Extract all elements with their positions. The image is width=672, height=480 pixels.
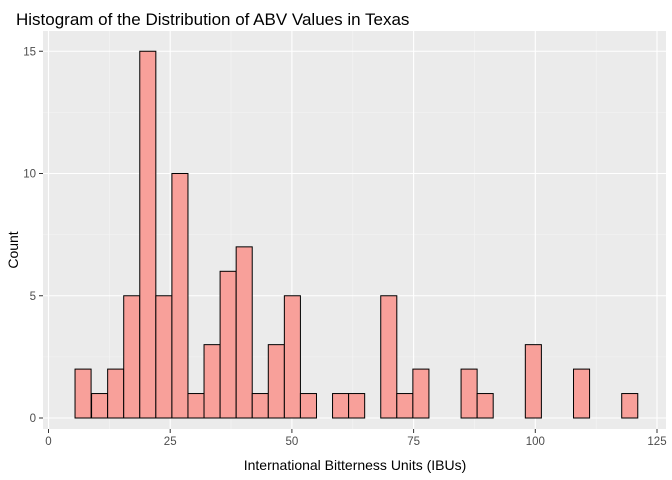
histogram-bar [91,393,109,419]
x-tick-label: 125 [647,436,666,448]
histogram-bar [251,393,269,419]
histogram-bar [621,393,639,419]
x-tick-label: 50 [286,436,299,448]
histogram-bar [74,368,92,419]
x-tick-label: 0 [45,436,51,448]
y-tick-label: 5 [30,291,36,303]
y-axis-title: Count [5,231,21,268]
x-axis: 0 25 50 75 100 125 [45,429,667,448]
x-tick-label: 25 [164,436,177,448]
y-tick-label: 10 [23,169,36,181]
histogram-bar [348,393,366,419]
histogram-bar [235,246,253,419]
histogram-bar [396,393,414,419]
histogram-bar [460,368,478,419]
x-tick-label: 75 [407,436,420,448]
x-tick-label: 100 [526,436,545,448]
histogram-bar [155,295,173,419]
y-tick-label: 15 [23,46,36,58]
histogram-bar [107,368,125,419]
histogram-bar [139,50,157,419]
histogram-bar [332,393,350,419]
histogram-bar [187,393,205,419]
x-axis-title: International Bitterness Units (IBUs) [244,457,467,473]
histogram-bar [123,295,141,419]
histogram-bar [283,295,301,419]
histogram-bar [476,393,494,419]
histogram-bar [171,173,189,419]
histogram-bar [219,270,237,419]
histogram-bar [524,344,542,419]
histogram-bar [412,368,430,419]
y-tick-label: 0 [30,413,36,425]
y-axis: 0 5 10 15 [23,46,43,425]
histogram-bar [299,393,317,419]
histogram-bar [573,368,591,419]
histogram-bar [380,295,398,419]
histogram-bars [74,50,639,419]
chart-title: Histogram of the Distribution of ABV Val… [16,10,409,29]
histogram-bar [203,344,221,419]
histogram-bar [267,344,285,419]
